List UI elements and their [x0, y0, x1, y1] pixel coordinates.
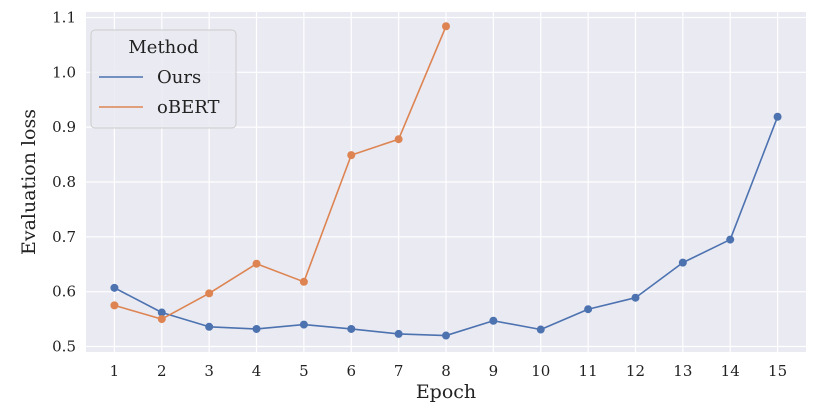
x-tick-label: 2 [157, 362, 167, 380]
y-tick-label: 0.5 [52, 338, 76, 356]
y-tick-label: 0.8 [52, 173, 76, 191]
data-point-ours [584, 305, 593, 314]
data-point-ours [536, 325, 545, 334]
data-point-obert [347, 151, 356, 160]
series-layer [110, 22, 782, 340]
y-tick-label: 1.0 [52, 63, 76, 81]
data-point-obert [299, 277, 308, 286]
x-tick-label: 9 [489, 362, 499, 380]
x-axis-ticks: 1 2 3 4 5 6 7 8 9 10 11 12 13 14 15 [110, 362, 787, 380]
legend-label-ours: Ours [157, 67, 201, 88]
y-tick-label: 0.7 [52, 228, 76, 246]
legend-box [90, 29, 237, 129]
x-tick-label: 14 [721, 362, 740, 380]
y-tick-label: 0.6 [52, 283, 76, 301]
data-point-obert [157, 315, 166, 324]
x-tick-label: 11 [579, 362, 598, 380]
data-point-ours [442, 331, 450, 340]
legend-items: Ours oBERT [99, 67, 219, 118]
x-tick-label: 5 [299, 362, 309, 380]
x-tick-label: 1 [110, 362, 120, 380]
data-point-obert [394, 135, 403, 144]
data-point-ours [347, 324, 356, 333]
data-point-ours [394, 329, 403, 338]
data-point-ours [726, 235, 735, 244]
data-point-obert [110, 301, 119, 310]
x-tick-label: 15 [768, 362, 787, 380]
y-tick-label: 0.9 [52, 118, 76, 136]
x-axis-label: Epoch [416, 381, 476, 403]
legend: Method Ours oBERT [90, 29, 237, 129]
data-point-ours [205, 322, 214, 331]
legend-label-obert: oBERT [157, 97, 219, 118]
data-point-obert [252, 259, 261, 268]
data-point-ours [157, 308, 166, 317]
data-point-ours [773, 112, 782, 121]
x-tick-label: 3 [204, 362, 214, 380]
series-ours [110, 112, 782, 340]
data-point-ours [631, 293, 640, 302]
x-tick-label: 10 [531, 362, 550, 380]
y-axis-label: Evaluation loss [18, 109, 40, 255]
x-tick-label: 8 [441, 362, 451, 380]
x-tick-label: 7 [394, 362, 404, 380]
series-obert [110, 22, 450, 324]
y-axis-ticks: 0.5 0.6 0.7 0.8 0.9 1.0 1.1 [52, 8, 76, 355]
series-line-obert [114, 25, 447, 320]
data-point-ours [110, 283, 119, 292]
data-point-ours [678, 258, 687, 267]
data-point-obert [442, 22, 450, 31]
y-tick-label: 1.1 [52, 8, 76, 26]
data-point-ours [252, 324, 261, 333]
data-point-ours [299, 320, 308, 329]
x-tick-label: 6 [346, 362, 356, 380]
legend-title: Method [128, 37, 198, 58]
x-tick-label: 12 [626, 362, 645, 380]
data-point-ours [489, 316, 498, 325]
x-tick-label: 4 [252, 362, 262, 380]
data-point-obert [205, 289, 214, 298]
x-tick-label: 13 [673, 362, 692, 380]
